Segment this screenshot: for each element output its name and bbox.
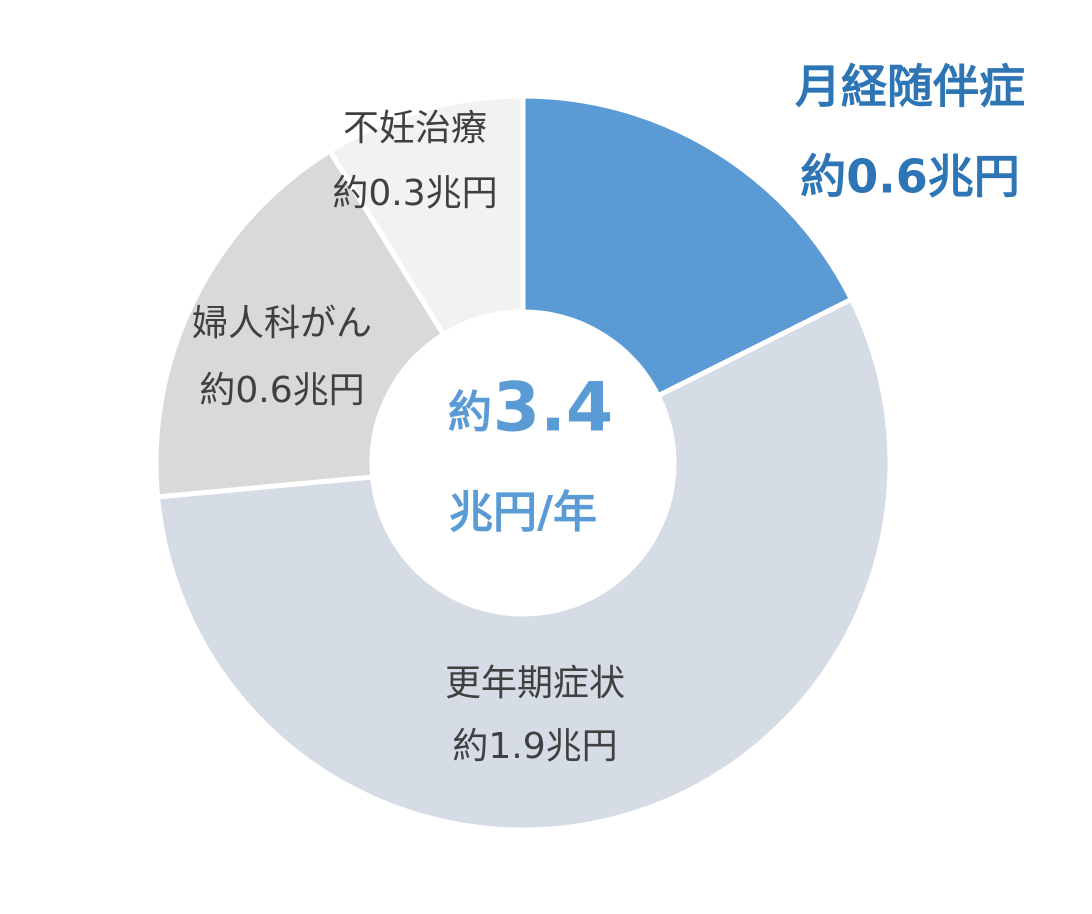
slice-value-label: 約0.3兆円	[332, 173, 497, 214]
slice-value-label: 約1.9兆円	[452, 726, 617, 767]
slice-name: 月経随伴症	[795, 60, 1025, 114]
slice	[520, 93, 855, 400]
slice-name: 婦人科がん	[192, 303, 372, 344]
slice-value-label: 約0.6兆円	[800, 150, 1020, 204]
slices	[153, 93, 893, 833]
slice-value-label: 約0.6兆円	[199, 370, 364, 411]
slice-name: 更年期症状	[445, 663, 625, 704]
center-unit: 兆円/年	[449, 487, 597, 538]
slice	[326, 93, 526, 339]
slice	[154, 296, 893, 833]
slice	[153, 147, 447, 500]
slice-name: 不妊治療	[343, 108, 487, 149]
center-prefix: 約	[448, 387, 492, 438]
center-total: 3.4	[493, 369, 613, 448]
